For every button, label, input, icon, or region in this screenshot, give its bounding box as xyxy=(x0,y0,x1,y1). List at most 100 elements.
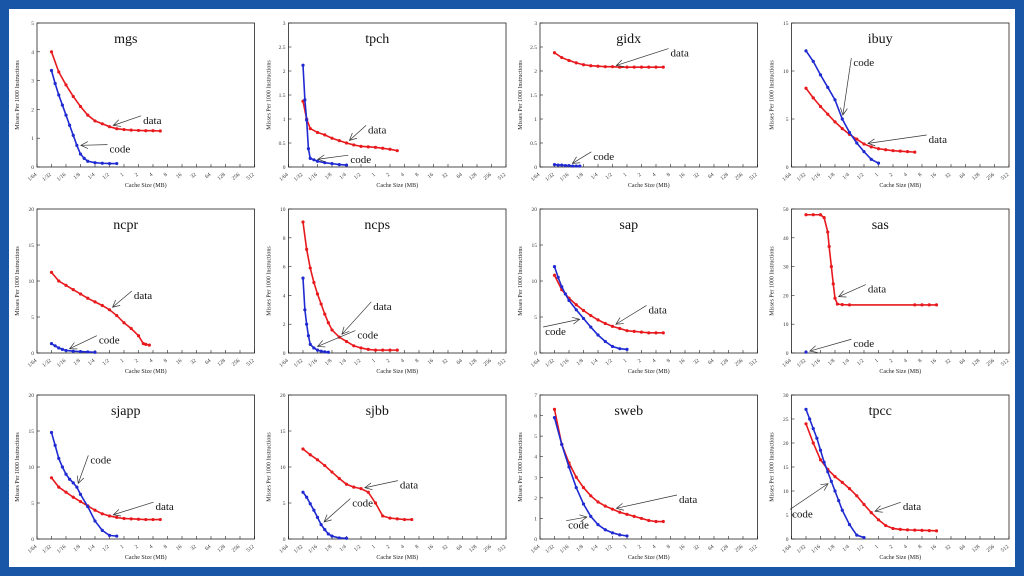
y-tick-label: 3 xyxy=(534,21,537,27)
annotation-arrowhead xyxy=(615,317,624,325)
data-point-code xyxy=(93,350,97,354)
data-point-data xyxy=(818,104,823,109)
data-point-code xyxy=(610,531,615,535)
annotation-data: data xyxy=(134,290,152,302)
x-tick-label: 4 xyxy=(651,358,657,365)
data-point-code xyxy=(330,534,334,538)
y-tick-label: 2 xyxy=(283,69,286,75)
data-point-data xyxy=(129,128,133,132)
x-tick-label: 1/64 xyxy=(27,172,39,183)
data-point-data xyxy=(855,137,859,141)
data-point-data xyxy=(308,266,312,270)
x-tick-label: 1 xyxy=(874,172,880,179)
chart-title: ncps xyxy=(364,218,390,233)
data-point-data xyxy=(49,270,54,274)
data-point-data xyxy=(64,83,68,87)
y-tick-label: 20 xyxy=(280,393,286,399)
x-tick-label: 4 xyxy=(903,544,909,551)
data-point-code xyxy=(560,285,564,289)
data-point-code xyxy=(862,535,866,540)
x-tick-label: 256 xyxy=(986,544,996,554)
x-tick-label: 1/2 xyxy=(856,544,865,553)
x-tick-label: 256 xyxy=(231,172,241,182)
y-axis-label: Misses Per 1000 Instructions xyxy=(770,246,776,316)
y-tick-label: 6 xyxy=(534,414,537,420)
data-point-data xyxy=(833,475,837,479)
x-tick-label: 32 xyxy=(693,544,701,552)
data-point-data xyxy=(610,65,615,69)
data-point-data xyxy=(898,527,902,531)
data-point-data xyxy=(632,514,636,518)
data-point-data xyxy=(381,348,385,352)
annotation-arrowhead xyxy=(874,505,883,513)
data-point-code xyxy=(563,163,567,168)
data-point-code xyxy=(86,505,90,509)
x-tick-label: 1 xyxy=(622,172,628,179)
series-line-code xyxy=(302,278,329,354)
chart-title: sas xyxy=(872,218,889,233)
chart-title: sap xyxy=(619,218,638,233)
x-tick-label: 128 xyxy=(217,358,227,368)
chart-tpcc: 0 5 10 15 20 25 30 1/64 1/32 1/16 1/8 1/4 1/2 1 2 4 8 16 3… xyxy=(770,393,1011,561)
data-point-code xyxy=(71,481,75,485)
data-point-code xyxy=(589,325,593,329)
data-point-data xyxy=(366,490,370,494)
plot-frame xyxy=(36,22,255,168)
data-point-code xyxy=(308,156,312,160)
annotation-code: code xyxy=(90,454,111,466)
data-point-data xyxy=(136,334,141,338)
data-point-data xyxy=(122,516,126,521)
y-tick-label: 0.5 xyxy=(279,141,286,147)
data-point-data xyxy=(323,312,327,316)
data-point-data xyxy=(818,458,823,462)
x-tick-label: 1/64 xyxy=(27,544,39,555)
annotation-arrow xyxy=(323,498,351,523)
data-point-code xyxy=(49,430,54,435)
x-tick-label: 2 xyxy=(134,358,140,365)
x-tick-label: 1/8 xyxy=(73,358,82,367)
x-tick-label: 1/8 xyxy=(324,358,333,367)
data-point-code xyxy=(323,528,327,532)
x-tick-label: 1/4 xyxy=(87,172,96,181)
chart-sjbb: 0 5 10 15 20 1/64 1/32 1/16 1/8 1/4 1/2 1 2 4 8 16 32 64 1… xyxy=(267,393,508,561)
series-line-code xyxy=(50,432,117,537)
data-point-data xyxy=(647,331,651,335)
x-axis-label: Cache Size (MB) xyxy=(879,182,921,189)
x-tick-label: 1/16 xyxy=(559,358,571,369)
data-point-data xyxy=(833,296,837,300)
y-tick-label: 5 xyxy=(31,315,34,321)
data-point-data xyxy=(891,526,895,531)
data-point-data xyxy=(905,528,910,532)
data-point-code xyxy=(301,276,305,280)
y-tick-label: 10 xyxy=(29,279,35,285)
y-tick-label: 20 xyxy=(29,393,35,399)
x-tick-label: 64 xyxy=(204,544,212,552)
x-tick-label: 4 xyxy=(651,544,657,551)
annotation-code: code xyxy=(110,144,131,156)
x-tick-label: 8 xyxy=(414,358,420,365)
annotation-data: data xyxy=(929,134,947,146)
annotation-arrowhead xyxy=(80,141,89,149)
annotation-arrow xyxy=(789,483,829,510)
annotation-code: code xyxy=(357,330,378,342)
series-line-data xyxy=(302,448,412,521)
data-point-data xyxy=(352,344,356,348)
annotation-arrowhead xyxy=(820,483,829,491)
data-point-data xyxy=(308,127,312,131)
x-tick-label: 4 xyxy=(400,544,406,551)
x-tick-label: 1/16 xyxy=(56,544,68,555)
x-tick-label: 1/32 xyxy=(544,544,556,555)
data-point-data xyxy=(78,499,83,504)
data-point-data xyxy=(618,510,622,514)
x-tick-label: 16 xyxy=(175,358,183,366)
y-tick-label: 10 xyxy=(783,322,789,328)
data-point-code xyxy=(571,164,575,168)
data-point-data xyxy=(373,348,378,352)
data-point-code xyxy=(100,161,104,165)
data-point-data xyxy=(78,292,83,296)
data-point-code xyxy=(862,150,866,154)
x-tick-label: 8 xyxy=(414,172,420,179)
data-point-data xyxy=(395,149,399,153)
data-point-code xyxy=(68,123,72,127)
data-point-code xyxy=(578,164,582,168)
